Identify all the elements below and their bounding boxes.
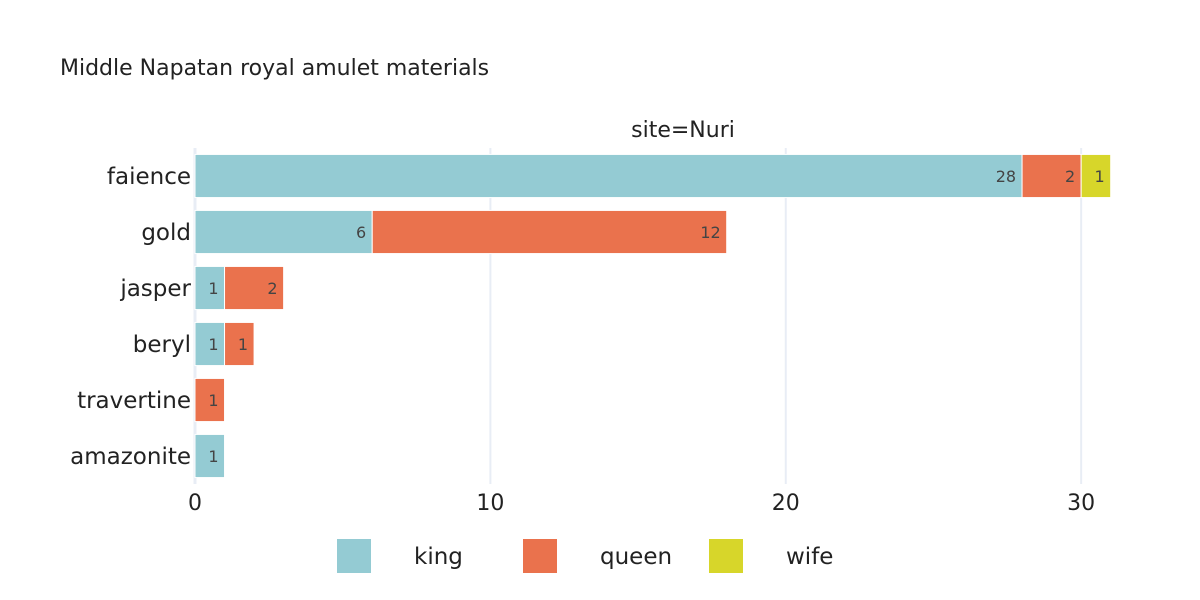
- data-label-queen-gold: 12: [700, 223, 720, 242]
- bar-king-amazonite: [194, 433, 226, 479]
- legend-swatch: [337, 539, 371, 573]
- facet-label: site=Nuri: [631, 118, 735, 143]
- data-label-king-gold: 6: [356, 223, 366, 242]
- legend-label: king: [414, 544, 463, 570]
- bar-queen-faience: [1021, 153, 1082, 199]
- category-label: jasper: [119, 276, 191, 302]
- bars: [194, 153, 1112, 479]
- data-label-queen-faience: 2: [1065, 167, 1075, 186]
- x-tick-label: 30: [1067, 491, 1095, 516]
- legend-item-queen[interactable]: queen: [523, 539, 672, 573]
- legend-item-king[interactable]: king: [337, 539, 463, 573]
- bar-king-gold: [194, 209, 373, 255]
- category-label: beryl: [133, 332, 191, 358]
- bar-queen-gold: [371, 209, 728, 255]
- category-labels: faience gold jasper beryl travertine amazonit…: [70, 164, 191, 470]
- bar-king-jasper: [194, 265, 226, 311]
- category-label: faience: [107, 164, 191, 190]
- gridlines: [193, 148, 1083, 484]
- legend-label: wife: [786, 544, 833, 570]
- data-label-queen-jasper: 2: [267, 279, 277, 298]
- category-label: gold: [141, 220, 191, 246]
- bar-queen-jasper: [224, 265, 285, 311]
- category-label: amazonite: [70, 444, 191, 470]
- legend-item-wife[interactable]: wife: [709, 539, 833, 573]
- data-labels: 28 2 16 121 21 111: [208, 167, 1104, 466]
- data-label-king-amazonite: 1: [208, 447, 218, 466]
- data-label-queen-travertine: 1: [208, 391, 218, 410]
- x-tick-label: 10: [476, 491, 504, 516]
- chart-title: Middle Napatan royal amulet materials: [60, 56, 489, 81]
- legend-label: queen: [600, 544, 672, 570]
- data-label-king-beryl: 1: [208, 335, 218, 354]
- x-tick-label: 20: [772, 491, 800, 516]
- category-label: travertine: [77, 388, 191, 414]
- data-label-queen-beryl: 1: [238, 335, 248, 354]
- legend-swatch: [523, 539, 557, 573]
- legend-swatch: [709, 539, 743, 573]
- bar-queen-travertine: [194, 377, 226, 423]
- x-tick-label: 0: [188, 491, 202, 516]
- bar-king-faience: [194, 153, 1023, 199]
- bar-wife-faience: [1080, 153, 1112, 199]
- data-label-king-jasper: 1: [208, 279, 218, 298]
- bar-queen-beryl: [224, 321, 255, 367]
- data-label-wife-faience: 1: [1095, 167, 1105, 186]
- legend: king queen wife: [337, 539, 833, 573]
- data-label-king-faience: 28: [996, 167, 1016, 186]
- x-axis-ticks: 0 10 20 30: [188, 491, 1095, 516]
